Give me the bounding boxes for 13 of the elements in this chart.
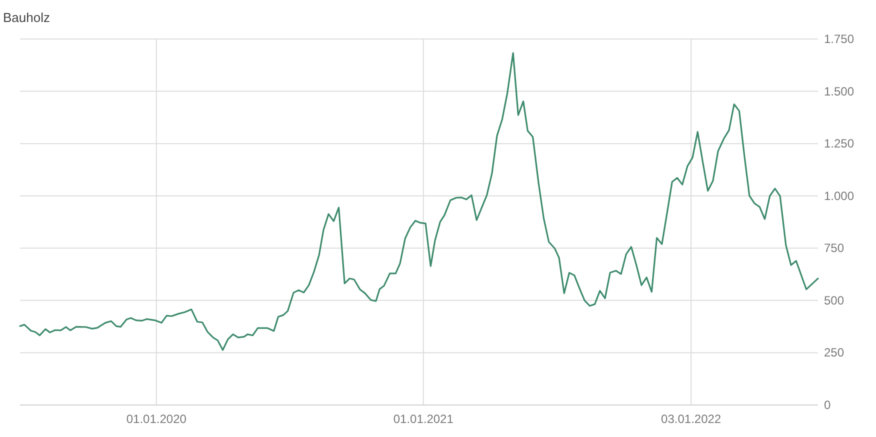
x-tick-label: 01.01.2020	[126, 412, 187, 426]
y-tick-label: 250	[824, 346, 844, 360]
line-series	[19, 52, 819, 351]
y-tick-label: 1.250	[824, 136, 854, 151]
y-tick-label: 1.000	[824, 188, 854, 203]
chart-title: Bauholz	[3, 10, 50, 25]
x-tick-label: 01.01.2021	[393, 412, 454, 426]
y-tick-label: 1.500	[824, 84, 854, 98]
x-tick-label: 03.01.2022	[661, 412, 722, 426]
y-tick-label: 1.750	[824, 32, 854, 46]
y-tick-label: 500	[824, 293, 844, 308]
y-tick-label: 0	[824, 398, 831, 412]
y-tick-label: 750	[824, 241, 844, 256]
